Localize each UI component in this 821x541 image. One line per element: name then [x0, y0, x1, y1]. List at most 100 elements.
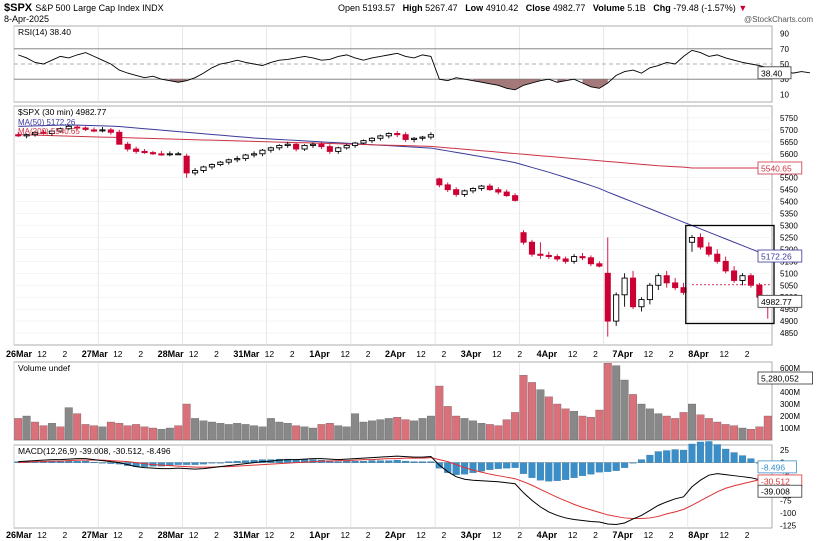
candle-body	[225, 159, 232, 163]
macd-tick-label: -75	[780, 496, 792, 505]
macd-x-label: 12	[189, 530, 199, 540]
macd-histogram-bar	[233, 460, 241, 463]
macd-x-label: 31Mar	[233, 530, 260, 540]
close-label: Close	[525, 3, 551, 13]
candle-body	[528, 241, 536, 255]
volume-bar	[149, 427, 157, 441]
macd-histogram-bar	[562, 462, 570, 480]
volume-bar	[755, 426, 764, 441]
candle-body	[427, 134, 434, 138]
price-x-label: 1Apr	[309, 349, 330, 359]
close-value: 4982.77	[552, 3, 586, 13]
macd-x-label: 2	[138, 530, 143, 540]
candle-body	[90, 129, 98, 132]
volume-bar	[207, 421, 216, 441]
candle-body	[646, 284, 653, 301]
candle-body	[99, 129, 106, 132]
candle-body	[714, 253, 721, 262]
candle-body	[293, 143, 300, 150]
volume-bar	[410, 420, 418, 441]
candle-body	[40, 131, 47, 134]
macd-histogram-bar	[747, 458, 755, 463]
volume-tick-label: 400M	[780, 388, 800, 397]
price-tick-label: 5500	[780, 174, 798, 183]
volume-bar	[47, 423, 56, 441]
volume-bar	[435, 385, 444, 441]
macd-histogram-bar	[393, 459, 401, 463]
macd-histogram-bar	[671, 449, 679, 463]
down-arrow-icon: ▼	[738, 3, 748, 13]
macd-x-label: 2	[442, 530, 447, 540]
macd-histogram-bar	[637, 459, 645, 463]
rsi-tick-label: 70	[780, 45, 789, 54]
volume-bar	[511, 412, 520, 441]
price-legend: $SPX (30 min) 4982.77	[18, 107, 107, 117]
ma200-line	[18, 134, 768, 169]
macd-histogram-bar	[326, 460, 334, 463]
price-x-label: 2	[593, 349, 598, 359]
macd-x-label: 12	[416, 530, 426, 540]
volume-bar	[393, 417, 402, 441]
ma50-line	[18, 124, 768, 257]
volume-bar	[645, 408, 654, 441]
macd-line	[18, 455, 768, 525]
candle-body	[461, 190, 468, 195]
candle-body	[48, 130, 55, 134]
candle-body	[469, 188, 477, 192]
candle-body	[318, 143, 325, 148]
macd-histogram-bar	[183, 462, 191, 465]
price-x-label: 2	[214, 349, 219, 359]
volume-bar	[477, 423, 486, 441]
volume-bar	[98, 426, 107, 441]
price-x-label: 3Apr	[461, 349, 482, 359]
price-x-label: 2	[63, 349, 68, 359]
index-name: S&P 500 Large Cap Index INDX	[35, 3, 164, 13]
macd-histogram-bar	[570, 462, 578, 478]
candle-body	[208, 164, 215, 168]
candle-body	[166, 153, 173, 156]
macd-signal-line	[18, 457, 768, 519]
macd-histogram-bar	[351, 460, 359, 463]
macd-histogram-bar	[360, 460, 368, 463]
macd-x-label: 8Apr	[688, 530, 709, 540]
candle-body	[57, 128, 64, 132]
candle-body	[23, 134, 30, 137]
macd-tick-label: 25	[780, 446, 789, 455]
macd-histogram-bar	[385, 460, 393, 463]
volume-bar	[233, 423, 242, 441]
macd-histogram-bar	[578, 462, 587, 476]
price-x-label: 7Apr	[612, 349, 633, 359]
volume-bar	[14, 418, 23, 441]
macd-x-label: 2	[290, 530, 295, 540]
candle-body	[629, 277, 637, 308]
macd-histogram-bar	[427, 461, 435, 463]
candle-body	[309, 143, 317, 146]
volume-bar	[418, 418, 427, 441]
candle-body	[335, 147, 342, 152]
candle-body	[74, 126, 81, 129]
volume-bar	[586, 417, 595, 441]
rsi-value-box	[757, 66, 792, 80]
highlight-box	[685, 224, 775, 325]
macd-histogram-bar	[157, 462, 165, 467]
price-x-label: 12	[189, 349, 199, 359]
macd-histogram-bar	[553, 462, 561, 481]
volume-bar	[704, 418, 713, 441]
open-label: Open	[338, 3, 361, 13]
candle-body	[259, 149, 266, 155]
candle-body	[688, 236, 696, 243]
volume-bar	[376, 419, 385, 441]
candle-body	[512, 195, 519, 201]
candle-body	[747, 275, 754, 286]
ma200-value: 5540.65	[761, 163, 792, 173]
volume-tick-label: 200M	[780, 412, 800, 421]
candle-body	[638, 299, 645, 308]
volume-bar	[258, 426, 267, 441]
macd-hist-value-box	[757, 460, 797, 474]
price-x-label: 12	[568, 349, 578, 359]
candle-body	[520, 232, 527, 243]
volume-bar	[671, 418, 680, 441]
price-x-label: 2	[517, 349, 522, 359]
candle-body	[360, 140, 367, 144]
volume-bar	[73, 413, 82, 441]
